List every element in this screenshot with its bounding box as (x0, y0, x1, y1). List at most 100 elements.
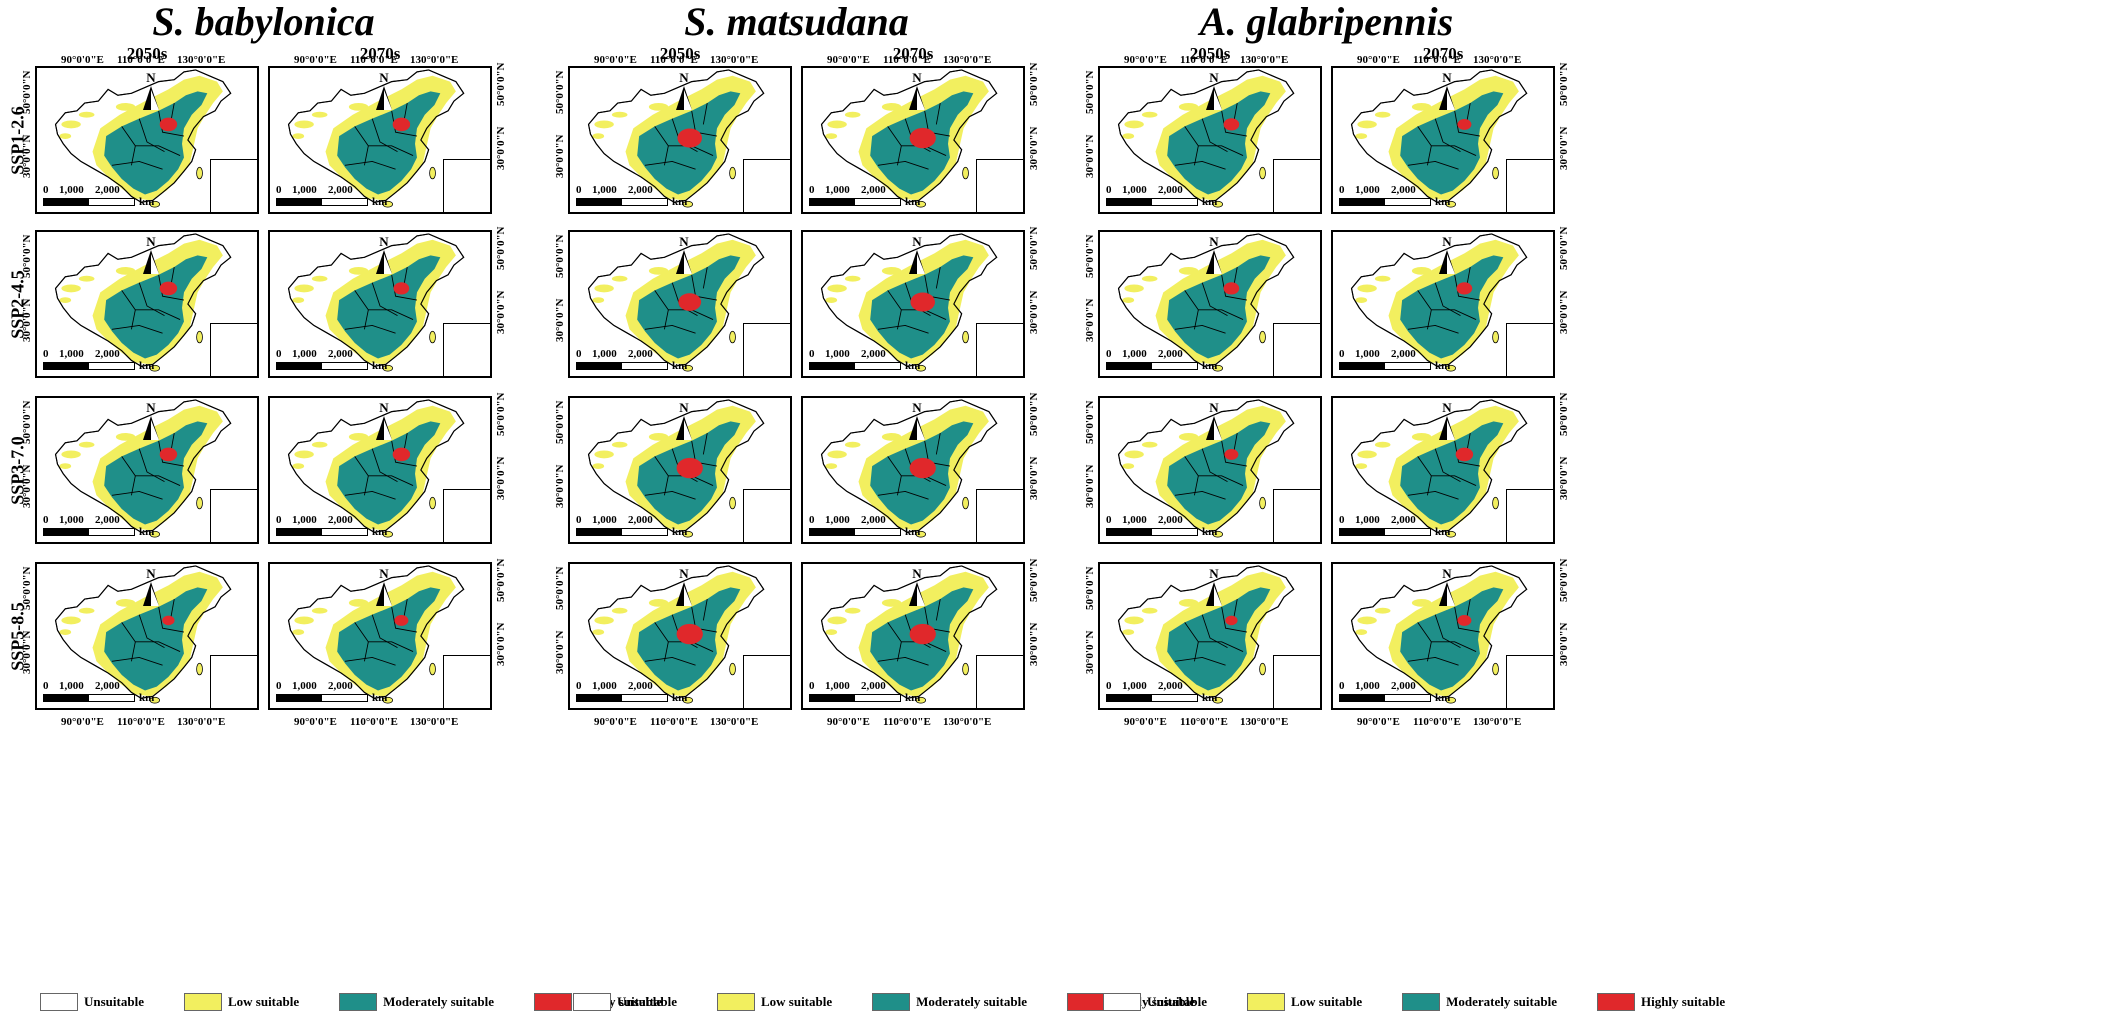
scale-bar: 0 1,000 2,000 km (1106, 514, 1246, 538)
south-china-sea-inset (743, 323, 790, 376)
scale-tick-label: 2,000 (861, 184, 886, 196)
arrow-shape (143, 582, 159, 606)
province-border (111, 490, 163, 500)
island (149, 530, 161, 538)
highly-suitable-region (910, 292, 935, 312)
scale-segments (576, 694, 668, 702)
arrow-shape (909, 250, 925, 274)
arrow-shape (1206, 250, 1222, 274)
moderately-suitable-region (337, 255, 441, 359)
scale-bar: 0 1,000 2,000 km (43, 348, 183, 372)
legend-label: Unsuitable (84, 994, 144, 1009)
north-label: N (146, 400, 156, 415)
longitude-label-bottom: 130°0'0"E (410, 716, 459, 728)
scale-unit: km (372, 526, 388, 538)
latitude-label-right: 30°0'0"N (1028, 622, 1040, 666)
north-label: N (679, 566, 689, 581)
scale-ticks: 0 1,000 2,000 (576, 680, 716, 692)
scale-tick-label: 0 (43, 514, 49, 526)
china-map (1350, 399, 1528, 538)
scale-tick-label: 1,000 (59, 348, 84, 360)
low-suitable-patch (592, 297, 605, 304)
province-border (877, 656, 929, 666)
longitude-label-top: 110°0'0"E (650, 54, 698, 66)
latitude-label-left: 30°0'0"N (1084, 134, 1096, 178)
north-label: N (379, 70, 389, 85)
china-map (54, 565, 232, 704)
south-china-sea-inset (976, 489, 1023, 542)
scale-bar-graphic: km (276, 196, 416, 208)
low-suitable-patch (825, 133, 838, 140)
china-map (587, 565, 765, 704)
scale-tick-label: 2,000 (628, 184, 653, 196)
arrow-shape (1206, 86, 1222, 110)
low-suitable-patch (348, 599, 369, 607)
island (1259, 330, 1266, 344)
province-border (1431, 309, 1477, 320)
scale-ticks: 0 1,000 2,000 (276, 514, 416, 526)
low-suitable-patch (611, 111, 628, 118)
scale-ticks: 0 1,000 2,000 (1106, 184, 1246, 196)
scale-segments (276, 528, 368, 536)
longitude-label-bottom: 110°0'0"E (1413, 716, 1461, 728)
scale-tick-label: 0 (1339, 184, 1345, 196)
china-map (1117, 69, 1295, 208)
map-panel: N 0 1,000 2,000 km (1331, 66, 1555, 214)
scale-ticks: 0 1,000 2,000 (1339, 348, 1479, 360)
arrow-shape (676, 416, 692, 440)
scale-bar: 0 1,000 2,000 km (1339, 514, 1479, 538)
scale-bar-graphic: km (1339, 196, 1479, 208)
north-arrow-icon: N (674, 566, 694, 606)
latitude-label-right: 30°0'0"N (495, 622, 507, 666)
island (382, 696, 394, 704)
scale-tick-label: 0 (1106, 514, 1112, 526)
moderately-suitable-region (337, 91, 441, 195)
province-border (1407, 656, 1459, 666)
south-china-sea-inset (210, 323, 257, 376)
highly-suitable-region (392, 447, 411, 462)
scale-tick-label: 0 (43, 184, 49, 196)
province-border (368, 145, 414, 156)
scale-bar-graphic: km (809, 196, 949, 208)
low-suitable-patch (311, 275, 328, 282)
north-label: N (679, 234, 689, 249)
island (729, 662, 736, 676)
map-panel: N 0 1,000 2,000 km (568, 396, 792, 544)
scale-segments (276, 694, 368, 702)
scale-tick-label: 2,000 (328, 348, 353, 360)
low-suitable-patch (1355, 629, 1368, 636)
south-china-sea-inset (743, 159, 790, 212)
north-arrow-icon: N (374, 70, 394, 110)
china-map (820, 69, 998, 208)
moderately-suitable-region (104, 255, 208, 359)
arrow-shape (376, 416, 392, 440)
china-map (587, 233, 765, 372)
north-label: N (1209, 234, 1219, 249)
scale-tick-label: 1,000 (59, 514, 84, 526)
scale-ticks: 0 1,000 2,000 (576, 514, 716, 526)
island (962, 662, 969, 676)
china-map (587, 69, 765, 208)
low-suitable-patch (115, 267, 136, 275)
latitude-label-right: 30°0'0"N (1558, 290, 1570, 334)
highly-suitable-region (1225, 615, 1238, 626)
highly-suitable-region (909, 127, 936, 149)
low-suitable-patch (115, 599, 136, 607)
scale-segments (1106, 198, 1198, 206)
north-arrow-icon: N (907, 566, 927, 606)
scale-bar: 0 1,000 2,000 km (576, 680, 716, 704)
province-border (935, 102, 941, 125)
low-suitable-patch (59, 629, 72, 636)
north-arrow-icon: N (907, 400, 927, 440)
scale-unit: km (672, 692, 688, 704)
scale-segments (576, 528, 668, 536)
province-border (368, 475, 414, 486)
latitude-label-right: 50°0'0"N (495, 558, 507, 602)
low-suitable-patch (1178, 599, 1199, 607)
scale-tick-label: 1,000 (292, 184, 317, 196)
province-border (1221, 274, 1248, 301)
scale-tick-label: 0 (1106, 680, 1112, 692)
low-suitable-patch (825, 297, 838, 304)
province-border (1407, 490, 1459, 500)
low-suitable-patch (294, 120, 314, 129)
